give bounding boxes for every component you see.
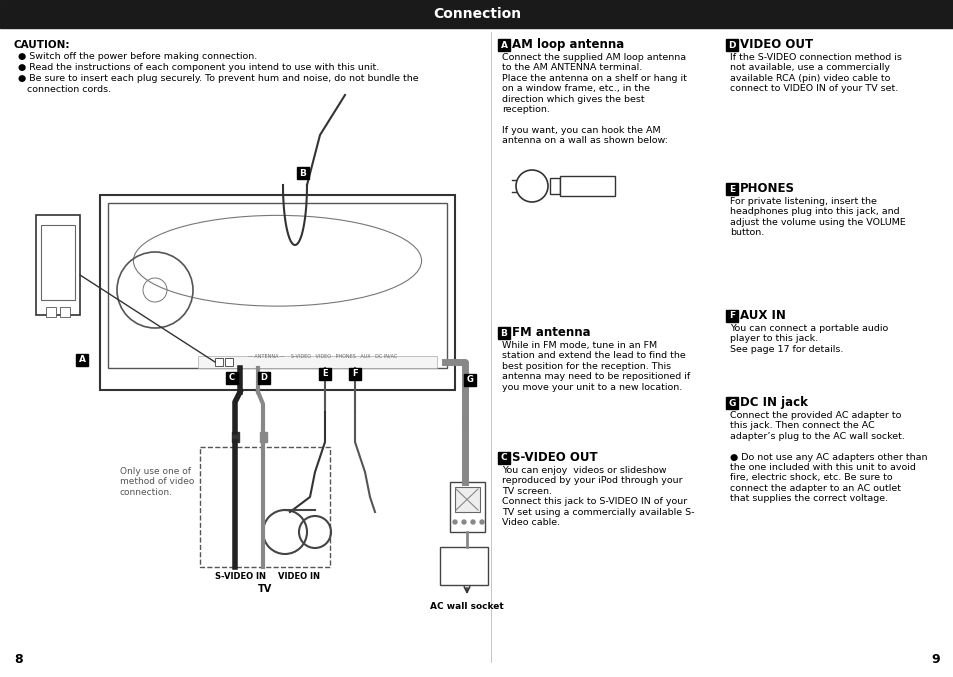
Text: ● Be sure to insert each plug securely. To prevent hum and noise, do not bundle : ● Be sure to insert each plug securely. … xyxy=(18,74,418,83)
Circle shape xyxy=(479,520,483,524)
Bar xyxy=(46,307,56,317)
Text: AM loop antenna: AM loop antenna xyxy=(512,38,623,51)
Text: AC wall socket: AC wall socket xyxy=(430,602,503,611)
Text: DC IN jack: DC IN jack xyxy=(740,396,807,409)
Text: D: D xyxy=(727,41,735,49)
Bar xyxy=(550,178,559,194)
Bar xyxy=(497,39,510,51)
Text: B: B xyxy=(299,169,306,177)
Text: S-VIDEO IN: S-VIDEO IN xyxy=(214,572,266,581)
Text: AUX IN: AUX IN xyxy=(740,309,785,322)
Text: You can connect a portable audio
player to this jack.
See page 17 for details.: You can connect a portable audio player … xyxy=(729,324,887,354)
Text: For private listening, insert the
headphones plug into this jack, and
adjust the: For private listening, insert the headph… xyxy=(729,197,904,237)
Bar xyxy=(60,307,70,317)
Text: E: E xyxy=(728,185,735,194)
Text: ● Switch off the power before making connection.: ● Switch off the power before making con… xyxy=(18,52,257,61)
Text: C: C xyxy=(229,374,234,383)
Text: CAUTION:: CAUTION: xyxy=(14,40,71,50)
Bar xyxy=(455,487,479,512)
Text: While in FM mode, tune in an FM
station and extend the lead to find the
best pos: While in FM mode, tune in an FM station … xyxy=(501,341,690,391)
Bar xyxy=(439,547,488,585)
Text: Only use one of
method of video
connection.: Only use one of method of video connecti… xyxy=(120,467,194,497)
Circle shape xyxy=(471,520,475,524)
Bar xyxy=(725,183,738,195)
Bar xyxy=(260,432,267,442)
Bar xyxy=(296,167,309,179)
Text: PHONES: PHONES xyxy=(740,182,794,195)
Text: C: C xyxy=(500,454,507,462)
Text: G: G xyxy=(727,399,735,408)
Text: F: F xyxy=(728,311,735,320)
Text: E: E xyxy=(322,370,328,378)
Bar xyxy=(36,215,80,315)
Text: Connection: Connection xyxy=(433,7,520,21)
Bar xyxy=(198,356,436,368)
Bar xyxy=(108,203,447,368)
Bar xyxy=(497,452,510,464)
Text: A: A xyxy=(78,355,86,364)
Text: TV: TV xyxy=(257,584,272,594)
Bar xyxy=(318,368,331,380)
Text: 9: 9 xyxy=(930,653,939,666)
Text: F: F xyxy=(352,370,357,378)
Text: A: A xyxy=(500,41,507,49)
Bar xyxy=(725,310,738,322)
Bar xyxy=(232,432,239,442)
Bar xyxy=(76,354,88,366)
Bar xyxy=(200,447,330,567)
Circle shape xyxy=(461,520,465,524)
Text: G: G xyxy=(466,376,473,385)
Text: Connect the provided AC adapter to
this jack. Then connect the AC
adapter’s plug: Connect the provided AC adapter to this … xyxy=(729,411,926,503)
Bar xyxy=(559,176,615,196)
Bar xyxy=(725,397,738,409)
Bar xyxy=(100,195,455,390)
Text: B: B xyxy=(500,328,507,338)
Text: ● Read the instructions of each component you intend to use with this unit.: ● Read the instructions of each componen… xyxy=(18,63,379,72)
Bar xyxy=(225,358,233,366)
Bar xyxy=(497,327,510,339)
Bar xyxy=(0,0,953,28)
Text: VIDEO IN: VIDEO IN xyxy=(277,572,319,581)
Bar xyxy=(226,372,237,384)
Text: FM antenna: FM antenna xyxy=(512,326,590,339)
Circle shape xyxy=(453,520,456,524)
Bar xyxy=(463,374,476,386)
Bar xyxy=(41,225,75,300)
Bar xyxy=(450,482,484,532)
Text: Connect the supplied AM loop antenna
to the AM ANTENNA terminal.
Place the anten: Connect the supplied AM loop antenna to … xyxy=(501,53,686,145)
Text: S-VIDEO OUT: S-VIDEO OUT xyxy=(512,451,597,464)
Text: If the S-VIDEO connection method is
not available, use a commercially
available : If the S-VIDEO connection method is not … xyxy=(729,53,901,93)
Text: VIDEO OUT: VIDEO OUT xyxy=(740,38,812,51)
Bar xyxy=(349,368,360,380)
Bar xyxy=(257,372,270,384)
Bar xyxy=(725,39,738,51)
Text: — ANTENNA —    S-VIDEO   VIDEO   PHONES   AUX   DC IN/AC: — ANTENNA — S-VIDEO VIDEO PHONES AUX DC … xyxy=(248,354,396,359)
Text: You can enjoy  videos or slideshow
reproduced by your iPod through your
TV scree: You can enjoy videos or slideshow reprod… xyxy=(501,466,694,527)
Text: D: D xyxy=(260,374,267,383)
Bar xyxy=(214,358,223,366)
Text: connection cords.: connection cords. xyxy=(18,85,111,94)
Text: 8: 8 xyxy=(14,653,23,666)
